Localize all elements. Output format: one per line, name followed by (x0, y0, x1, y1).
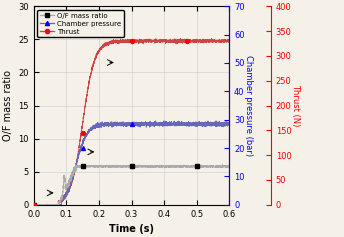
Legend: O/F mass ratio, Chamber pressure, Thrust: O/F mass ratio, Chamber pressure, Thrust (37, 10, 123, 37)
Y-axis label: Thrust (N): Thrust (N) (291, 84, 300, 127)
Y-axis label: O/F mass ratio: O/F mass ratio (3, 70, 13, 141)
X-axis label: Time (s): Time (s) (109, 224, 154, 234)
Y-axis label: Chamber pressure (bar): Chamber pressure (bar) (244, 55, 253, 156)
